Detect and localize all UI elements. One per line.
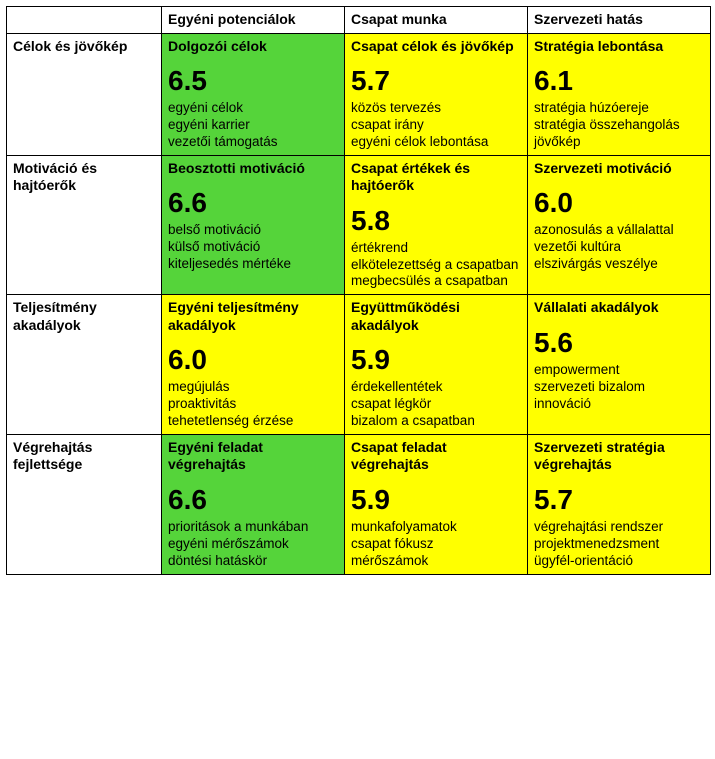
cell-item: vezetői támogatás (168, 134, 338, 151)
cell-item: proaktivitás (168, 396, 338, 413)
cell-item: projektmenedzsment (534, 536, 704, 553)
cell-score: 6.0 (534, 185, 704, 220)
cell-score: 5.9 (351, 482, 521, 517)
cell-title: Beosztotti motiváció (168, 160, 338, 178)
matrix-cell: Vállalati akadályok5.6empowermentszervez… (528, 295, 711, 435)
matrix-cell: Egyéni feladat végrehajtás6.6prioritások… (162, 434, 345, 574)
cell-item: érdekellentétek (351, 379, 521, 396)
column-header: Csapat munka (345, 7, 528, 34)
matrix-cell: Egyéni teljesítmény akadályok6.0megújulá… (162, 295, 345, 435)
cell-item: prioritások a munkában (168, 519, 338, 536)
cell-items: stratégia húzóerejestratégia összehangol… (534, 100, 704, 151)
cell-item: azonosulás a vállalattal (534, 222, 704, 239)
cell-item: csapat légkör (351, 396, 521, 413)
cell-item: egyéni mérőszámok (168, 536, 338, 553)
cell-score: 5.8 (351, 203, 521, 238)
cell-item: munkafolyamatok (351, 519, 521, 536)
cell-item: egyéni karrier (168, 117, 338, 134)
cell-item: elkötelezettség a csapatban (351, 257, 521, 274)
matrix-cell: Szervezeti stratégia végrehajtás5.7végre… (528, 434, 711, 574)
cell-item: külső motiváció (168, 239, 338, 256)
cell-items: megújulásproaktivitástehetetlenség érzés… (168, 379, 338, 430)
cell-title: Szervezeti motiváció (534, 160, 704, 178)
cell-item: empowerment (534, 362, 704, 379)
table-row: Végrehajtás fejlettségeEgyéni feladat vé… (7, 434, 711, 574)
cell-items: értékrendelkötelezettség a csapatbanmegb… (351, 240, 521, 291)
matrix-cell: Csapat értékek és hajtóerők5.8értékrende… (345, 155, 528, 295)
cell-score: 5.6 (534, 325, 704, 360)
matrix-cell: Együttműködési akadályok5.9érdekellentét… (345, 295, 528, 435)
column-header: Egyéni potenciálok (162, 7, 345, 34)
cell-item: stratégia összehangolás (534, 117, 704, 134)
assessment-matrix: Egyéni potenciálokCsapat munkaSzervezeti… (6, 6, 711, 575)
cell-items: érdekellentétekcsapat légkörbizalom a cs… (351, 379, 521, 430)
cell-item: értékrend (351, 240, 521, 257)
cell-score: 6.0 (168, 342, 338, 377)
row-header: Teljesítmény akadályok (7, 295, 162, 435)
cell-item: elszivárgás veszélye (534, 256, 704, 273)
matrix-cell: Stratégia lebontása6.1stratégia húzóerej… (528, 33, 711, 155)
cell-item: csapat fókusz (351, 536, 521, 553)
cell-item: szervezeti bizalom (534, 379, 704, 396)
cell-title: Együttműködési akadályok (351, 299, 521, 334)
cell-item: tehetetlenség érzése (168, 413, 338, 430)
cell-title: Egyéni feladat végrehajtás (168, 439, 338, 474)
row-header: Motiváció és hajtóerők (7, 155, 162, 295)
cell-item: egyéni célok (168, 100, 338, 117)
cell-score: 5.9 (351, 342, 521, 377)
cell-score: 6.6 (168, 482, 338, 517)
cell-item: jövőkép (534, 134, 704, 151)
cell-items: azonosulás a vállalattalvezetői kultúrae… (534, 222, 704, 273)
cell-items: végrehajtási rendszerprojektmenedzsmentü… (534, 519, 704, 570)
cell-items: belső motivációkülső motivációkiteljesed… (168, 222, 338, 273)
cell-score: 6.1 (534, 63, 704, 98)
cell-title: Dolgozói célok (168, 38, 338, 56)
cell-item: megújulás (168, 379, 338, 396)
cell-items: közös tervezéscsapat irányegyéni célok l… (351, 100, 521, 151)
cell-items: egyéni célokegyéni karriervezetői támoga… (168, 100, 338, 151)
cell-title: Vállalati akadályok (534, 299, 704, 317)
cell-score: 5.7 (534, 482, 704, 517)
cell-item: kiteljesedés mértéke (168, 256, 338, 273)
matrix-cell: Beosztotti motiváció6.6belső motivációkü… (162, 155, 345, 295)
cell-title: Szervezeti stratégia végrehajtás (534, 439, 704, 474)
cell-item: stratégia húzóereje (534, 100, 704, 117)
matrix-cell: Csapat feladat végrehajtás5.9munkafolyam… (345, 434, 528, 574)
cell-item: belső motiváció (168, 222, 338, 239)
cell-title: Csapat értékek és hajtóerők (351, 160, 521, 195)
matrix-cell: Dolgozói célok6.5egyéni célokegyéni karr… (162, 33, 345, 155)
cell-item: végrehajtási rendszer (534, 519, 704, 536)
table-row: Motiváció és hajtóerők Beosztotti motivác… (7, 155, 711, 295)
cell-item: vezetői kultúra (534, 239, 704, 256)
matrix-cell: Csapat célok és jövőkép5.7közös tervezés… (345, 33, 528, 155)
column-header: Szervezeti hatás (528, 7, 711, 34)
cell-item: döntési hatáskör (168, 553, 338, 570)
cell-item: megbecsülés a csapatban (351, 273, 521, 290)
matrix-cell: Szervezeti motiváció6.0azonosulás a váll… (528, 155, 711, 295)
cell-item: egyéni célok lebontása (351, 134, 521, 151)
cell-item: közös tervezés (351, 100, 521, 117)
cell-items: munkafolyamatokcsapat fókuszmérőszámok (351, 519, 521, 570)
cell-title: Stratégia lebontása (534, 38, 704, 56)
cell-items: prioritások a munkábanegyéni mérőszámokd… (168, 519, 338, 570)
cell-item: bizalom a csapatban (351, 413, 521, 430)
cell-score: 5.7 (351, 63, 521, 98)
corner-cell (7, 7, 162, 34)
cell-item: mérőszámok (351, 553, 521, 570)
table-row: Célok és jövőképDolgozói célok6.5egyéni … (7, 33, 711, 155)
cell-item: csapat irány (351, 117, 521, 134)
row-header: Célok és jövőkép (7, 33, 162, 155)
cell-items: empowermentszervezeti bizalominnováció (534, 362, 704, 413)
cell-item: ügyfél-orientáció (534, 553, 704, 570)
cell-score: 6.6 (168, 185, 338, 220)
cell-title: Csapat feladat végrehajtás (351, 439, 521, 474)
row-header: Végrehajtás fejlettsége (7, 434, 162, 574)
cell-score: 6.5 (168, 63, 338, 98)
cell-title: Egyéni teljesítmény akadályok (168, 299, 338, 334)
table-row: Teljesítmény akadályokEgyéni teljesítmén… (7, 295, 711, 435)
cell-title: Csapat célok és jövőkép (351, 38, 521, 56)
cell-item: innováció (534, 396, 704, 413)
